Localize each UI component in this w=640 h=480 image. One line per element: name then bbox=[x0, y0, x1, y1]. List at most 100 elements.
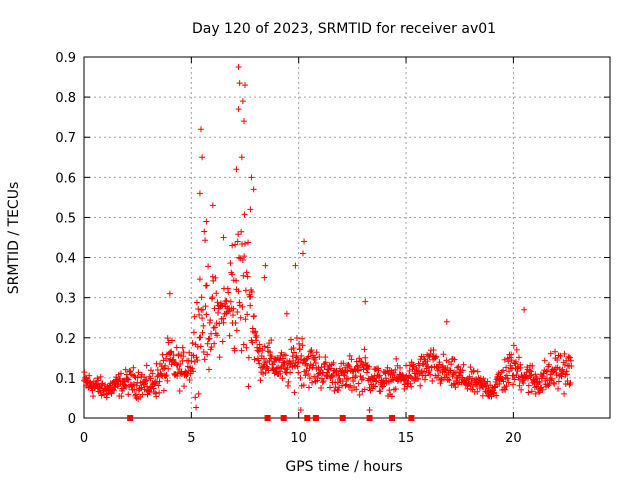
data-point bbox=[532, 371, 539, 378]
data-point bbox=[164, 377, 171, 384]
data-point bbox=[513, 346, 520, 353]
data-point bbox=[505, 358, 512, 365]
data-point bbox=[169, 337, 176, 344]
data-point bbox=[521, 306, 528, 313]
data-point bbox=[203, 218, 210, 225]
data-point bbox=[439, 362, 446, 369]
data-point bbox=[234, 308, 241, 315]
data-point bbox=[447, 367, 454, 374]
data-point bbox=[232, 241, 239, 248]
data-point bbox=[198, 126, 205, 133]
data-point bbox=[558, 373, 565, 380]
data-point bbox=[199, 154, 206, 161]
data-point bbox=[243, 269, 250, 276]
data-point bbox=[454, 364, 461, 371]
data-point bbox=[197, 334, 204, 341]
data-point bbox=[131, 372, 138, 379]
data-point bbox=[436, 359, 443, 366]
data-point bbox=[199, 315, 206, 322]
data-point bbox=[285, 378, 292, 385]
data-point bbox=[170, 352, 177, 359]
data-point bbox=[261, 343, 268, 350]
data-point bbox=[239, 303, 246, 310]
data-point bbox=[163, 372, 170, 379]
data-point bbox=[174, 362, 181, 369]
data-point bbox=[205, 336, 212, 343]
data-point bbox=[297, 406, 304, 413]
data-point bbox=[424, 363, 431, 370]
data-point bbox=[248, 288, 255, 295]
data-point bbox=[430, 347, 437, 354]
data-point bbox=[319, 379, 326, 386]
x-tick-label: 0 bbox=[80, 431, 88, 446]
data-point bbox=[245, 239, 252, 246]
data-point bbox=[194, 357, 201, 364]
data-point bbox=[95, 377, 102, 384]
data-point bbox=[257, 377, 264, 384]
data-point bbox=[451, 356, 458, 363]
data-point bbox=[440, 351, 447, 358]
data-point bbox=[247, 293, 254, 300]
data-point bbox=[455, 372, 462, 379]
data-point bbox=[287, 369, 294, 376]
data-point bbox=[204, 351, 211, 358]
data-point bbox=[557, 353, 564, 360]
data-point bbox=[400, 377, 407, 384]
data-point bbox=[190, 352, 197, 359]
data-point bbox=[97, 389, 104, 396]
data-point bbox=[335, 387, 342, 394]
data-point bbox=[299, 342, 306, 349]
data-point bbox=[213, 290, 220, 297]
data-point bbox=[343, 381, 350, 388]
data-point bbox=[284, 364, 291, 371]
y-tick-label: 0.1 bbox=[55, 372, 76, 387]
data-point bbox=[372, 383, 379, 390]
data-point bbox=[388, 393, 395, 400]
y-tick-label: 0.7 bbox=[55, 131, 76, 146]
data-point bbox=[251, 356, 258, 363]
data-point bbox=[203, 311, 210, 318]
data-point bbox=[235, 106, 242, 113]
data-point bbox=[247, 302, 254, 309]
data-point bbox=[348, 356, 355, 363]
data-point bbox=[162, 373, 169, 380]
data-point bbox=[340, 360, 347, 367]
data-point bbox=[220, 234, 227, 241]
data-point bbox=[237, 314, 244, 321]
data-point bbox=[485, 392, 492, 399]
data-point bbox=[138, 384, 145, 391]
data-point bbox=[199, 306, 206, 313]
data-point bbox=[459, 367, 466, 374]
data-point bbox=[125, 391, 132, 398]
data-point bbox=[211, 340, 218, 347]
data-point bbox=[263, 359, 270, 366]
data-point bbox=[541, 357, 548, 364]
data-point bbox=[283, 310, 290, 317]
data-point bbox=[503, 383, 510, 390]
data-point bbox=[366, 406, 373, 413]
data-point bbox=[561, 350, 568, 357]
data-point bbox=[114, 376, 121, 383]
data-point bbox=[291, 389, 298, 396]
data-point bbox=[210, 277, 217, 284]
data-point bbox=[408, 383, 415, 390]
data-point bbox=[397, 364, 404, 371]
data-point bbox=[532, 390, 539, 397]
data-point bbox=[479, 392, 486, 399]
data-point bbox=[301, 238, 308, 245]
data-point bbox=[81, 369, 88, 376]
data-point bbox=[292, 262, 299, 269]
data-point bbox=[346, 352, 353, 359]
data-point bbox=[209, 202, 216, 209]
data-point bbox=[131, 386, 138, 393]
data-point bbox=[200, 349, 207, 356]
gap-marker bbox=[304, 415, 311, 421]
data-point bbox=[173, 361, 180, 368]
data-point bbox=[297, 374, 304, 381]
data-point bbox=[245, 383, 252, 390]
data-point bbox=[339, 378, 346, 385]
data-point bbox=[331, 387, 338, 394]
data-point bbox=[242, 316, 249, 323]
data-point bbox=[264, 364, 271, 371]
data-point bbox=[311, 373, 318, 380]
